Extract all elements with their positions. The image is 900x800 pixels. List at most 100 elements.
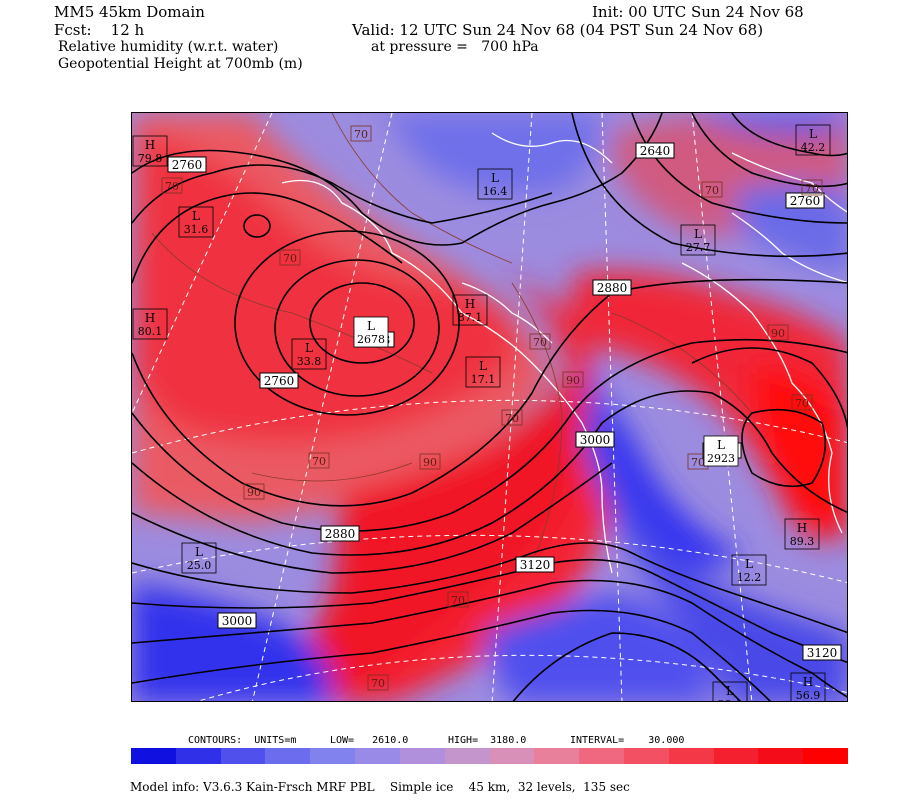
extremum-type: H (145, 138, 155, 152)
extremum-type: L (479, 359, 487, 373)
rh-contour-label: 70 (161, 177, 183, 194)
rh-contour-value: 70 (354, 128, 368, 141)
low-marker: L28.0 (712, 681, 748, 702)
low-marker: L27.7 (680, 224, 716, 256)
extremum-value: 42.2 (801, 141, 826, 154)
rh-contour-label: 70 (529, 333, 551, 350)
extremum-value: 17.1 (471, 373, 496, 386)
rh-contour-label: 90 (243, 483, 265, 500)
low-marker: L16.4 (477, 168, 513, 200)
colorbar-swatch (803, 748, 848, 764)
rh-contour-label: 90 (419, 453, 441, 470)
low-marker: L12.2 (731, 554, 767, 586)
extremum-value: 12.2 (737, 571, 762, 584)
height-contour-label: 2640 (635, 142, 675, 159)
rh-contour-label: 90 (562, 371, 584, 388)
extremum-value: 33.8 (297, 355, 322, 368)
extremum-value: 80.1 (138, 325, 163, 338)
rh-contour-label: 70 (501, 409, 523, 426)
colorbar-swatch (534, 748, 580, 764)
colorbar-swatch (175, 748, 221, 764)
extremum-value: 87.1 (458, 311, 483, 324)
rh-labels: 70 70 70 70 70 70 90 90 70 70 70 90 90 70 70 70 (161, 125, 823, 691)
extremum-value: 79.8 (138, 152, 163, 165)
high-marker: H79.8 (132, 135, 168, 167)
weather-map: 2760 2640 2760 2880 2678 2760 3000 2923 2880 3120… (131, 112, 848, 702)
height-contour-value: 2760 (790, 194, 821, 208)
rh-contour-value: 70 (312, 455, 326, 468)
extremum-type: H (145, 311, 155, 325)
rh-contour-value: 90 (423, 456, 437, 469)
rh-contour-label: 90 (767, 324, 789, 341)
extremum-value: 16.4 (483, 185, 508, 198)
colorbar-swatch (355, 748, 400, 764)
rh-contour-value: 70 (165, 180, 179, 193)
rh-contour-value: 70 (705, 184, 719, 197)
map-canvas: 2760 2640 2760 2880 2678 2760 3000 2923 2880 3120… (132, 113, 847, 702)
field2-name: Geopotential Height at 700mb (m) (58, 56, 303, 72)
height-contour-value: 2760 (264, 374, 295, 388)
extremum-type: L (694, 227, 702, 241)
high-marker: H87.1 (452, 294, 488, 326)
extremum-value: 56.9 (796, 689, 821, 702)
extremum-type: L (745, 557, 753, 571)
extremum-value: 89.3 (790, 535, 815, 548)
colorbar-swatch (131, 748, 176, 764)
rh-contour-value: 70 (533, 336, 547, 349)
extremum-value: 31.6 (184, 223, 209, 236)
rh-contour-label: 70 (367, 674, 389, 691)
rh-contour-label: 70 (701, 181, 723, 198)
low-marker: L25.0 (181, 542, 217, 574)
forecast-hour: Fcst: 12 h (54, 21, 145, 39)
extremum-value: 28.0 (718, 698, 743, 702)
rh-contour-label: 70 (279, 249, 301, 266)
height-contour-value: 3120 (807, 646, 838, 660)
height-contour-label: 2760 (785, 192, 825, 209)
rh-contour-value: 90 (566, 374, 580, 387)
extremum-type: L (717, 438, 725, 452)
rh-contour-label: 70 (791, 394, 813, 411)
lat-lon-grid (132, 113, 847, 701)
rh-contour-value: 70 (691, 456, 705, 469)
extremum-value: 2923 (707, 452, 735, 465)
extremum-type: H (465, 297, 475, 311)
extremum-value: 25.0 (187, 559, 212, 572)
field1-level: at pressure = 700 hPa (371, 39, 539, 55)
low-marker: L33.8 (291, 338, 327, 370)
colorbar-swatch (399, 748, 445, 764)
height-contour-value: 2640 (640, 144, 671, 158)
colorbar-swatch (668, 748, 714, 764)
height-contour-label: 3120 (515, 556, 555, 573)
height-contour-value: 3000 (580, 433, 611, 447)
high-marker: H89.3 (784, 518, 820, 550)
extremum-type: L (726, 684, 734, 698)
rh-contour-value: 70 (283, 252, 297, 265)
rh-contour-value: 90 (771, 327, 785, 340)
colorbar-swatch (220, 748, 266, 764)
height-contour-value: 2880 (597, 281, 628, 295)
low-marker: L17.1 (465, 356, 501, 388)
extremum-type: H (803, 675, 813, 689)
colorbar-swatch (713, 748, 759, 764)
height-contour-label: 2760 (167, 156, 207, 173)
low-marker: L31.6 (178, 206, 214, 238)
height-contour-label: 3000 (217, 612, 257, 629)
extremum-type: H (797, 521, 807, 535)
extremum-type: L (491, 171, 499, 185)
init-time: Init: 00 UTC Sun 24 Nov 68 (592, 3, 804, 21)
rh-contour-label: 70 (447, 591, 469, 608)
rh-contour-value: 90 (247, 486, 261, 499)
extremum-type: L (809, 127, 817, 141)
rh-contour-value: 70 (371, 677, 385, 690)
extremum-type: L (192, 209, 200, 223)
height-contour-value: 2880 (325, 527, 356, 541)
rh-contour-label: 70 (801, 179, 823, 196)
contour-high: HIGH= 3180.0 (448, 735, 527, 746)
rh-contour-label: 70 (350, 125, 372, 142)
model-info: Model info: V3.6.3 Kain-Frsch MRF PBL Si… (130, 780, 630, 794)
extremum-type: L (367, 319, 375, 333)
extrema-markers: H79.8L31.6H80.1L33.8L2678L16.4L42.2L27.7… (132, 124, 831, 702)
extremum-value: 27.7 (686, 241, 711, 254)
